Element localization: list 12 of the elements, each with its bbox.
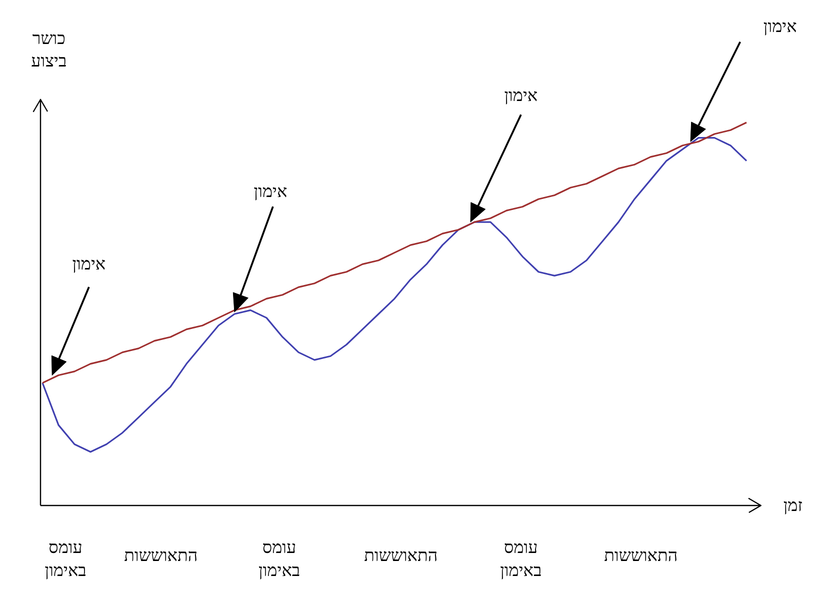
- text: התאוששות: [604, 546, 678, 565]
- x-axis-title: זמן: [783, 496, 803, 515]
- y-axis-title: כושר ביצוע: [31, 28, 67, 71]
- text: התאוששות: [364, 546, 438, 565]
- text: התאוששות: [124, 546, 198, 565]
- annotation: אימון: [254, 182, 288, 201]
- annotation: אימון: [72, 254, 106, 274]
- text: עומס באימון: [500, 538, 542, 580]
- text: אימון: [504, 86, 538, 106]
- text: עומס באימון: [258, 538, 300, 580]
- text: אימון: [763, 17, 797, 36]
- text: עומס באימון: [44, 538, 86, 580]
